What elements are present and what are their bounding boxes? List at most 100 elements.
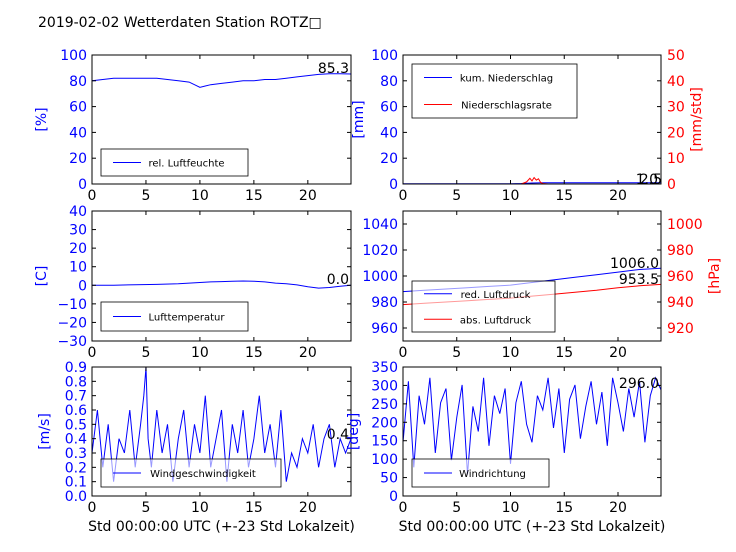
humidity-xtick-label: 5	[141, 188, 150, 204]
wind-speed-xtick-label: 20	[299, 500, 317, 516]
temperature-ytick-label: 40	[69, 204, 87, 220]
wind-direction-ytick-label: 100	[371, 452, 398, 468]
wind-speed-ytick-label: 0.9	[65, 360, 87, 376]
wind-direction-legend-label: Windrichtung	[459, 469, 526, 480]
precip-ytick-label: 20	[380, 151, 398, 167]
temperature-panel: 0 5 10 15 20 −30 −20 −10 0 10 20 30 40 [C] Lufttempera…	[34, 204, 352, 361]
wind-direction-legend: Windrichtung	[411, 458, 550, 488]
pressure-value-annotation: 953.5	[619, 272, 659, 288]
temperature-ytick-label: −20	[57, 315, 87, 331]
precip-ylabel: [mm]	[351, 100, 367, 138]
temperature-ytick-label: −30	[57, 334, 87, 350]
wind-direction-xtick-label: 0	[399, 500, 408, 516]
temperature-ytick-label: 10	[69, 260, 87, 276]
figure-title: 2019-02-02 Wetterdaten Station ROTZ□	[38, 15, 322, 31]
precip-legend-label: kum. Niederschlag	[460, 74, 553, 85]
wind-speed-ytick-label: 0.4	[65, 432, 87, 448]
pressure-ytick-right-label: 940	[667, 295, 694, 311]
pressure-ytick-label: 960	[371, 321, 398, 337]
humidity-ytick-label: 80	[69, 74, 87, 90]
wind-direction-ytick-label: 300	[371, 378, 398, 394]
wind-speed-legend-box	[100, 458, 282, 488]
wind-speed-ylabel: [m/s]	[37, 413, 53, 450]
temperature-frame	[91, 210, 352, 342]
temperature-xtick-label: 10	[191, 345, 209, 361]
wind-speed-ytick-label: 0.7	[65, 389, 87, 405]
temperature-xtick-label: 15	[245, 345, 263, 361]
precip-panel: 0 5 10 15 20 0 20 40 60 80 100 0 10 20 30 40 50 [mm] [mm/s…	[351, 48, 705, 204]
wind-speed-xtick-label: 15	[245, 500, 263, 516]
precip-ytick-right-label: 30	[667, 100, 685, 116]
wind-speed-series-1-line	[91, 366, 352, 482]
humidity-xtick-label: 0	[88, 188, 97, 204]
humidity-xtick-label: 10	[191, 188, 209, 204]
temperature-value-annotation: 0.0	[327, 272, 349, 288]
precip-value-annotation: 1.0	[636, 172, 658, 188]
pressure-ytick-label: 1020	[362, 243, 398, 259]
wind-direction-value-annotation: 296.0	[619, 376, 659, 392]
humidity-panel: 0 5 10 15 20 0 20 40 60 80 100 [%] rel. Luftfeuchte 8…	[34, 48, 352, 204]
humidity-frame	[91, 54, 352, 185]
wind-direction-ytick-label: 0	[389, 489, 398, 505]
humidity-ytick-label: 20	[69, 151, 87, 167]
pressure-ytick-right-label: 980	[667, 243, 694, 259]
wind-speed-ytick-label: 0.8	[65, 374, 87, 390]
precip-frame	[402, 54, 662, 185]
wind-speed-ytick-label: 0.6	[65, 403, 87, 419]
precip-xtick-label: 10	[502, 188, 520, 204]
humidity-xtick-label: 20	[299, 188, 317, 204]
pressure-xtick-label: 10	[502, 345, 520, 361]
pressure-value-annotation: 1006.0	[610, 256, 659, 272]
precip-ytick-right-label: 50	[667, 48, 685, 64]
pressure-ytick-right-label: 920	[667, 321, 694, 337]
wind-speed-ytick-label: 0.5	[65, 417, 87, 433]
wind-direction-ytick-label: 50	[380, 471, 398, 487]
pressure-panel: 0 5 10 15 20 960 980 1000 1020 1040 920 940 960 980 10…	[362, 210, 723, 361]
wind-direction-ytick-label: 350	[371, 360, 398, 376]
temperature-ytick-label: −10	[57, 297, 87, 313]
wind-speed-ytick-label: 0.0	[65, 489, 87, 505]
pressure-xtick-label: 5	[452, 345, 461, 361]
pressure-xtick-label: 20	[609, 345, 627, 361]
wind-direction-frame	[402, 366, 662, 497]
pressure-ytick-right-label: 1000	[667, 217, 703, 233]
humidity-value-annotation: 85.3	[318, 61, 349, 77]
pressure-ytick-label: 1040	[362, 217, 398, 233]
pressure-legend-label: red. Luftdruck	[461, 290, 531, 301]
precip-xtick-label: 5	[452, 188, 461, 204]
precip-ytick-right-label: 20	[667, 125, 685, 141]
temperature-series-1-line	[92, 280, 352, 289]
precip-ytick-label: 0	[389, 177, 398, 193]
wind-direction-ytick-label: 150	[371, 434, 398, 450]
humidity-xtick-label: 15	[245, 188, 263, 204]
wind-speed-frame	[91, 366, 352, 497]
wind-speed-value-annotation: 0.4	[327, 427, 349, 443]
temperature-legend-label: Lufttemperatur	[149, 313, 226, 324]
temperature-ytick-label: 0	[78, 278, 87, 294]
wind-direction-ytick-label: 250	[371, 397, 398, 413]
humidity-ytick-label: 60	[69, 100, 87, 116]
precip-legend-label: Niederschlagsrate	[461, 101, 552, 112]
pressure-xtick-label: 0	[399, 345, 408, 361]
wind-direction-xtick-label: 20	[609, 500, 627, 516]
pressure-ylabel-right: [hPa]	[707, 258, 723, 294]
wind-direction-series-1-line	[402, 376, 662, 475]
humidity-legend: rel. Luftfeuchte	[100, 148, 249, 177]
pressure-legend-box	[411, 280, 556, 333]
wind-speed-ytick-label: 0.2	[65, 460, 87, 476]
wind-direction-ytick-label: 200	[371, 415, 398, 431]
precip-xtick-label: 20	[609, 188, 627, 204]
pressure-ytick-label: 980	[371, 295, 398, 311]
precip-ytick-label: 100	[371, 48, 398, 64]
precip-ytick-label: 40	[380, 125, 398, 141]
precip-ytick-right-label: 40	[667, 74, 685, 90]
wind-speed-xtick-label: 5	[141, 500, 150, 516]
precip-xtick-label: 15	[555, 188, 573, 204]
wind-speed-xtick-label: 10	[191, 500, 209, 516]
precip-legend-box	[411, 63, 578, 119]
wind-speed-legend-label: Windgeschwindigkeit	[150, 469, 256, 480]
wind-speed-legend: Windgeschwindigkeit	[100, 458, 282, 488]
wind-direction-xtick-label: 10	[502, 500, 520, 516]
